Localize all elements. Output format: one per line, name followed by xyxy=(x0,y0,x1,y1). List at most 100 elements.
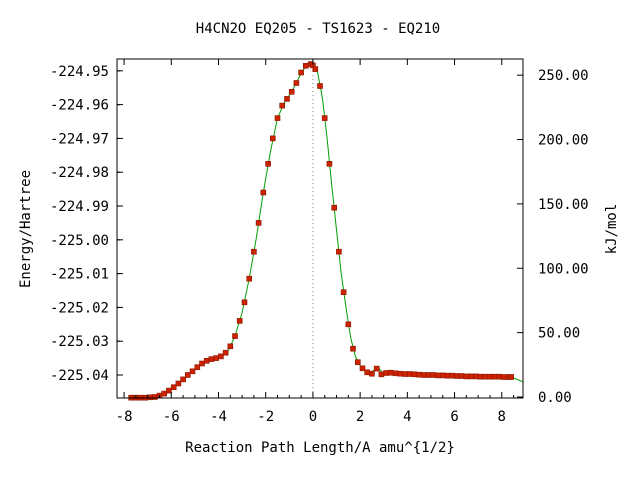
data-point xyxy=(312,66,319,72)
data-point xyxy=(203,357,210,364)
data-point xyxy=(331,204,338,211)
x-tick-label: 8 xyxy=(498,409,506,425)
y-axis-right: 0.00 50.00 100.00 150.00 200.00 250.00 xyxy=(517,68,589,406)
y-tick-label: -225.04 xyxy=(50,368,109,384)
x-tick-label: 2 xyxy=(356,409,364,425)
chart-title: H4CN2O EQ205 - TS1623 - EQ210 xyxy=(196,21,440,37)
data-point xyxy=(265,161,271,167)
y-tick-label: -225.03 xyxy=(50,334,109,350)
data-point xyxy=(194,364,201,371)
y-tick-label: -225.01 xyxy=(50,267,109,283)
data-point xyxy=(279,102,286,109)
data-point xyxy=(435,372,441,379)
data-point xyxy=(246,275,252,282)
data-point xyxy=(406,371,413,377)
data-point xyxy=(298,69,304,76)
plot-frame xyxy=(116,58,524,399)
data-point xyxy=(373,365,380,372)
data-point xyxy=(208,356,215,362)
data-point xyxy=(288,89,295,95)
data-point xyxy=(255,220,262,226)
data-point xyxy=(411,371,418,378)
data-point xyxy=(491,373,498,380)
data-point xyxy=(402,371,408,377)
data-point xyxy=(218,353,224,360)
y2-tick-label: 50.00 xyxy=(538,326,580,342)
data-point xyxy=(468,373,474,380)
x-tick-label: -6 xyxy=(163,409,180,425)
data-point xyxy=(472,373,479,380)
data-point xyxy=(482,373,489,380)
data-point xyxy=(487,373,493,380)
data-point xyxy=(241,299,248,306)
data-point xyxy=(458,373,465,379)
data-point xyxy=(189,368,196,375)
data-point xyxy=(293,80,300,86)
data-point xyxy=(350,345,356,352)
data-point xyxy=(364,369,371,376)
data-point xyxy=(326,161,333,167)
y2-tick-label: 0.00 xyxy=(538,390,572,406)
data-point xyxy=(477,373,484,380)
data-point xyxy=(416,371,422,378)
data-point xyxy=(232,333,238,339)
x-tick-label: -8 xyxy=(116,409,133,425)
energy-curve xyxy=(128,64,524,399)
data-point xyxy=(284,96,290,102)
data-point xyxy=(383,370,389,376)
y-tick-label: -224.97 xyxy=(50,131,109,147)
y-axis-left: -224.95 -224.96 -224.97 -224.98 -224.99 -225.… xyxy=(50,64,123,384)
data-point xyxy=(170,384,177,391)
x-tick-label: -4 xyxy=(210,409,227,425)
data-point xyxy=(175,380,182,387)
data-point xyxy=(463,373,470,380)
data-point xyxy=(397,370,404,377)
data-point xyxy=(449,372,456,379)
data-point xyxy=(369,370,375,377)
data-point xyxy=(496,373,503,380)
data-point xyxy=(387,369,394,376)
data-point xyxy=(421,372,427,378)
data-point xyxy=(501,374,507,380)
y-tick-label: -224.98 xyxy=(50,165,109,181)
data-point xyxy=(378,371,385,378)
y2-tick-label: 250.00 xyxy=(538,68,589,84)
data-point xyxy=(147,394,153,401)
data-point xyxy=(161,390,167,397)
y-axis-label-left: Energy/Hartree xyxy=(18,170,34,288)
x-axis-label: Reaction Path Length/A amu^{1/2} xyxy=(185,440,455,456)
y-tick-label: -225.02 xyxy=(50,300,109,316)
data-point xyxy=(321,115,328,121)
data-point xyxy=(354,359,361,366)
data-point xyxy=(302,62,309,69)
data-point xyxy=(166,387,172,394)
data-point xyxy=(444,372,451,379)
y-tick-label: -225.00 xyxy=(50,233,109,249)
data-point xyxy=(199,360,205,367)
data-point xyxy=(180,376,186,383)
data-point xyxy=(236,318,243,324)
data-point xyxy=(392,370,399,377)
data-point xyxy=(359,365,366,372)
x-tick-label: 0 xyxy=(309,409,317,425)
data-point xyxy=(340,289,347,296)
data-point xyxy=(185,372,191,378)
data-point xyxy=(222,349,229,356)
data-point xyxy=(454,373,460,379)
data-points xyxy=(128,61,515,401)
x-tick-label: -2 xyxy=(257,409,274,425)
x-axis: -8 -6 -4 -2 0 2 4 6 8 xyxy=(116,59,515,425)
data-point xyxy=(439,372,446,379)
x-tick-label: 4 xyxy=(403,409,411,425)
y-axis-label-right: kJ/mol xyxy=(604,204,620,255)
data-point xyxy=(345,321,352,328)
data-point xyxy=(213,355,219,361)
data-point xyxy=(274,115,281,121)
data-point xyxy=(430,372,437,378)
data-point xyxy=(425,372,432,378)
y2-tick-label: 100.00 xyxy=(538,261,589,277)
y-tick-label: -224.95 xyxy=(50,64,109,80)
y-tick-label: -224.99 xyxy=(50,199,109,215)
data-point xyxy=(251,248,257,255)
